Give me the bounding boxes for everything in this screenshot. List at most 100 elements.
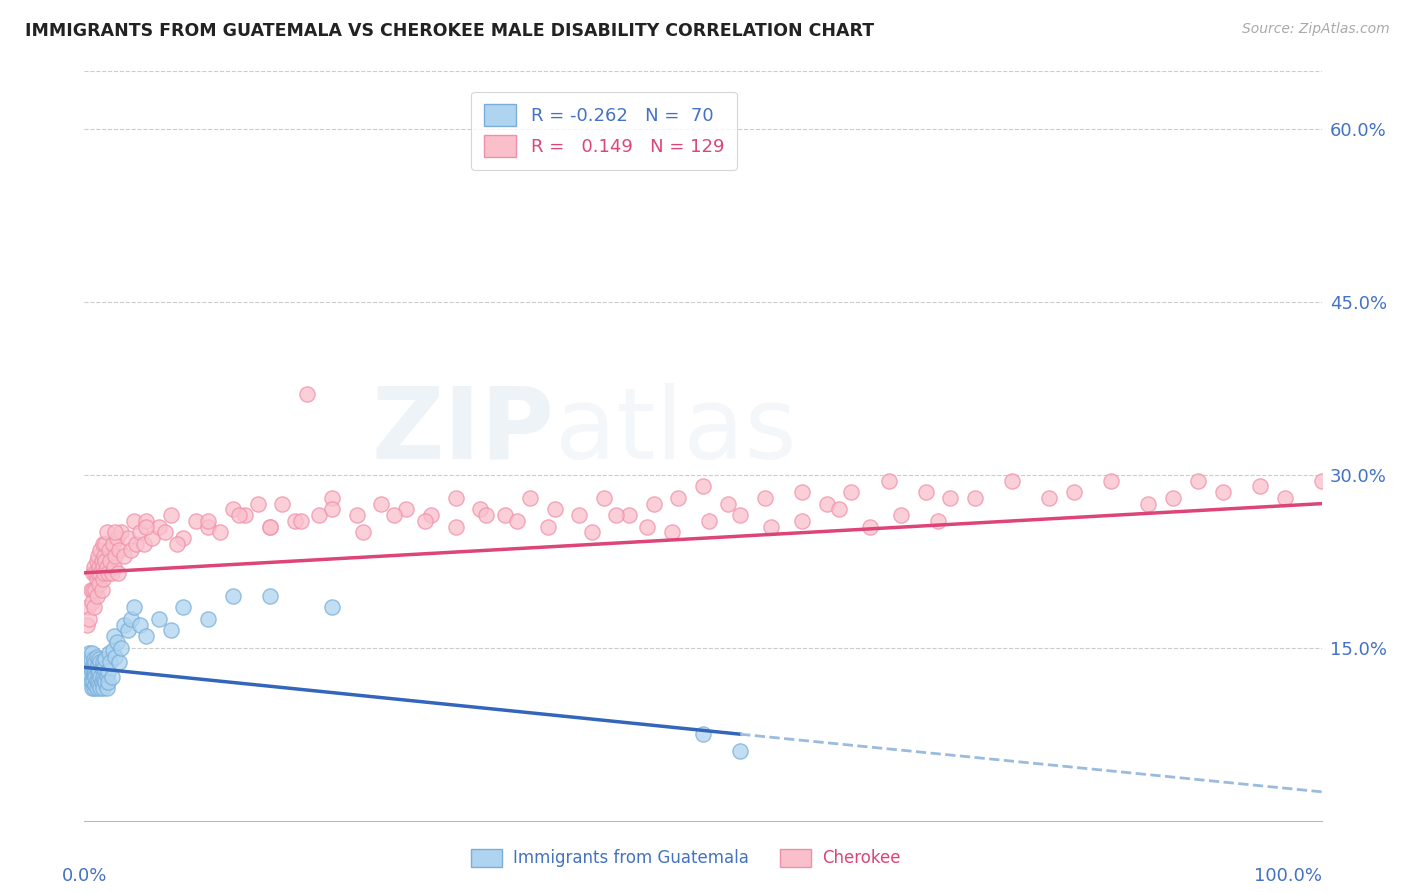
Point — [97, 675, 120, 690]
Point — [100, 566, 122, 580]
Point — [86, 661, 108, 675]
Point — [233, 508, 256, 523]
Point — [153, 525, 176, 540]
Point — [94, 554, 117, 568]
Point — [117, 531, 139, 545]
Point — [494, 508, 516, 523]
Point — [82, 675, 104, 690]
Point — [877, 474, 900, 488]
Point — [76, 664, 98, 678]
Point — [120, 542, 142, 557]
Point — [86, 589, 108, 603]
Point — [129, 525, 152, 540]
Point — [444, 519, 467, 533]
Point — [295, 387, 318, 401]
Point — [321, 491, 343, 505]
Point — [617, 508, 640, 523]
Point — [89, 577, 111, 591]
Point — [352, 525, 374, 540]
Point — [135, 519, 157, 533]
Point — [89, 681, 111, 695]
Point — [91, 655, 114, 669]
Point — [859, 519, 882, 533]
Point — [197, 514, 219, 528]
Point — [89, 560, 111, 574]
Point — [141, 531, 163, 545]
Point — [259, 519, 281, 533]
Text: 100.0%: 100.0% — [1254, 867, 1322, 885]
Point — [132, 537, 155, 551]
Point — [470, 502, 492, 516]
Point — [103, 560, 125, 574]
Text: ZIP: ZIP — [371, 383, 554, 480]
Point — [939, 491, 962, 505]
Point — [89, 566, 111, 580]
Point — [93, 549, 115, 563]
Point — [965, 491, 987, 505]
Point — [271, 497, 294, 511]
Point — [86, 673, 108, 687]
Point — [104, 549, 127, 563]
Text: IMMIGRANTS FROM GUATEMALA VS CHEROKEE MALE DISABILITY CORRELATION CHART: IMMIGRANTS FROM GUATEMALA VS CHEROKEE MA… — [25, 22, 875, 40]
Point — [1063, 485, 1085, 500]
Point — [717, 497, 740, 511]
Point — [135, 514, 157, 528]
Point — [754, 491, 776, 505]
Point — [96, 560, 118, 574]
Point — [581, 525, 603, 540]
Point — [77, 658, 100, 673]
Point — [84, 566, 107, 580]
Point — [80, 664, 103, 678]
Point — [96, 681, 118, 695]
Point — [890, 508, 912, 523]
Point — [108, 655, 131, 669]
Point — [90, 661, 112, 675]
Point — [89, 678, 111, 692]
Point — [692, 479, 714, 493]
Point — [259, 589, 281, 603]
Point — [101, 643, 124, 657]
Point — [370, 497, 392, 511]
Point — [79, 652, 101, 666]
Point — [83, 681, 105, 695]
Point — [82, 669, 104, 683]
Point — [77, 600, 100, 615]
Point — [86, 681, 108, 695]
Point — [83, 600, 105, 615]
Point — [184, 514, 207, 528]
Point — [125, 537, 148, 551]
Point — [636, 519, 658, 533]
Point — [89, 655, 111, 669]
Point — [1212, 485, 1234, 500]
Point — [108, 542, 131, 557]
Point — [83, 652, 105, 666]
Point — [98, 647, 121, 661]
Point — [172, 600, 194, 615]
Point — [122, 600, 145, 615]
Point — [120, 612, 142, 626]
Point — [160, 508, 183, 523]
Point — [112, 617, 135, 632]
Point — [290, 514, 312, 528]
Point — [104, 525, 127, 540]
Point — [98, 655, 121, 669]
Point — [815, 497, 838, 511]
Point — [93, 661, 115, 675]
Point — [100, 669, 122, 683]
Point — [382, 508, 405, 523]
Point — [444, 491, 467, 505]
Point — [475, 508, 498, 523]
Point — [117, 624, 139, 638]
Point — [222, 502, 245, 516]
Point — [91, 572, 114, 586]
Point — [89, 664, 111, 678]
Point — [87, 666, 110, 681]
Point — [914, 485, 936, 500]
Point — [83, 666, 105, 681]
Point — [413, 514, 436, 528]
Point — [86, 572, 108, 586]
Point — [166, 537, 188, 551]
Point — [90, 583, 112, 598]
Point — [1161, 491, 1184, 505]
Point — [927, 514, 949, 528]
